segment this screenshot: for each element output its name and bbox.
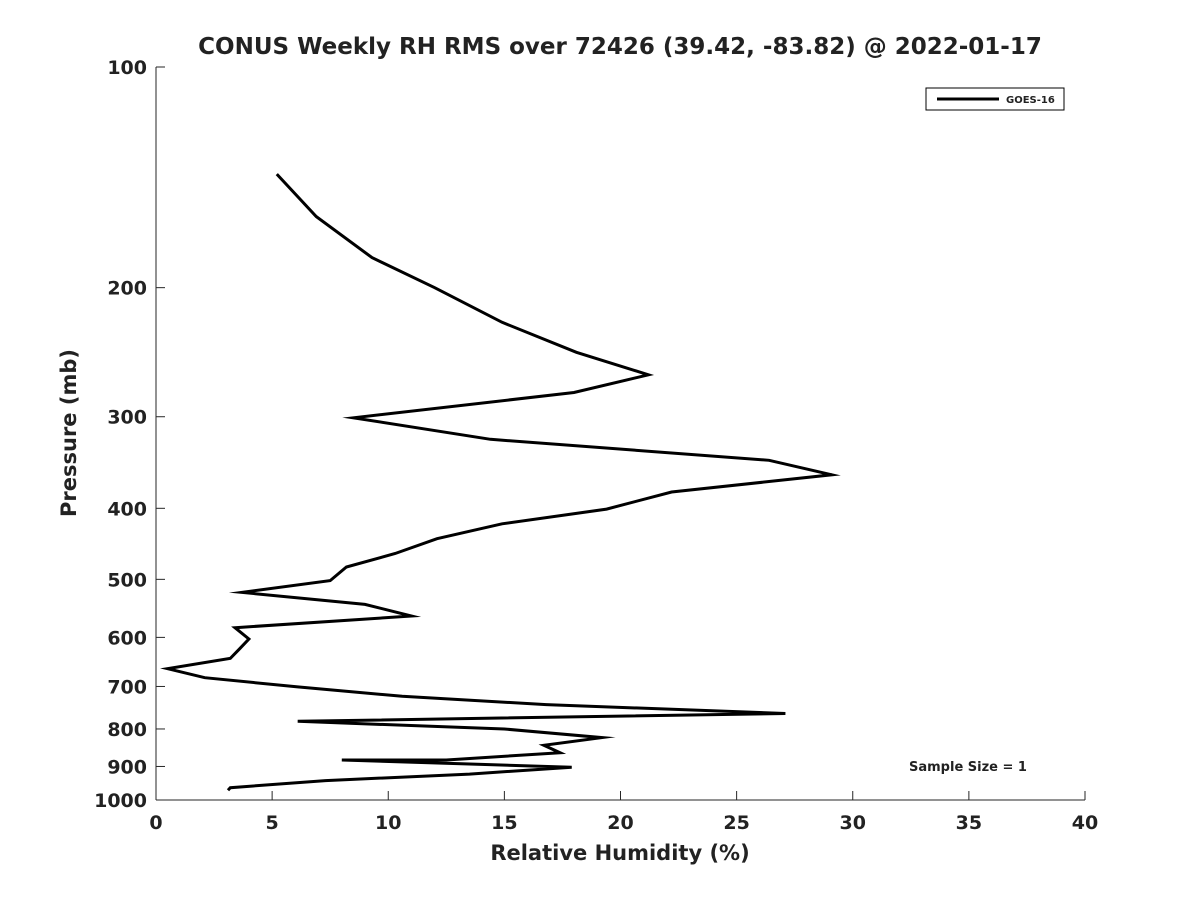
y-axis-ticks: 100 200 300 400 500 600 700 800 900 1000: [94, 57, 165, 812]
x-axis-ticks: 0 5 10 15 20 25 30 35 40: [149, 791, 1098, 834]
x-axis-label: Relative Humidity (%): [490, 841, 749, 865]
y-tick-label: 100: [107, 57, 147, 79]
x-tick-label: 15: [491, 812, 517, 834]
series-layer: [160, 173, 841, 792]
x-tick-label: 35: [956, 812, 982, 834]
series-line-goes-16: [160, 173, 841, 792]
y-tick-label: 500: [107, 569, 147, 591]
y-tick-label: 900: [107, 756, 147, 778]
y-tick-label: 1000: [94, 790, 147, 812]
y-tick-label: 700: [107, 676, 147, 698]
legend: GOES-16: [925, 87, 1065, 111]
x-tick-label: 0: [149, 812, 162, 834]
y-tick-label: 800: [107, 719, 147, 741]
x-tick-label: 40: [1072, 812, 1098, 834]
x-tick-label: 25: [723, 812, 749, 834]
axes: [155, 67, 1085, 801]
x-tick-label: 30: [840, 812, 866, 834]
y-axis-label: Pressure (mb): [57, 349, 81, 517]
sample-size-annotation: Sample Size = 1: [909, 760, 1027, 775]
x-tick-label: 20: [607, 812, 633, 834]
y-tick-label: 200: [107, 278, 147, 300]
y-tick-label: 300: [107, 407, 147, 429]
x-tick-label: 10: [375, 812, 401, 834]
y-tick-label: 400: [107, 498, 147, 520]
chart-title: CONUS Weekly RH RMS over 72426 (39.42, -…: [198, 34, 1042, 60]
y-tick-label: 600: [107, 627, 147, 649]
x-tick-label: 5: [266, 812, 279, 834]
legend-entry-goes-16: GOES-16: [1006, 95, 1055, 106]
